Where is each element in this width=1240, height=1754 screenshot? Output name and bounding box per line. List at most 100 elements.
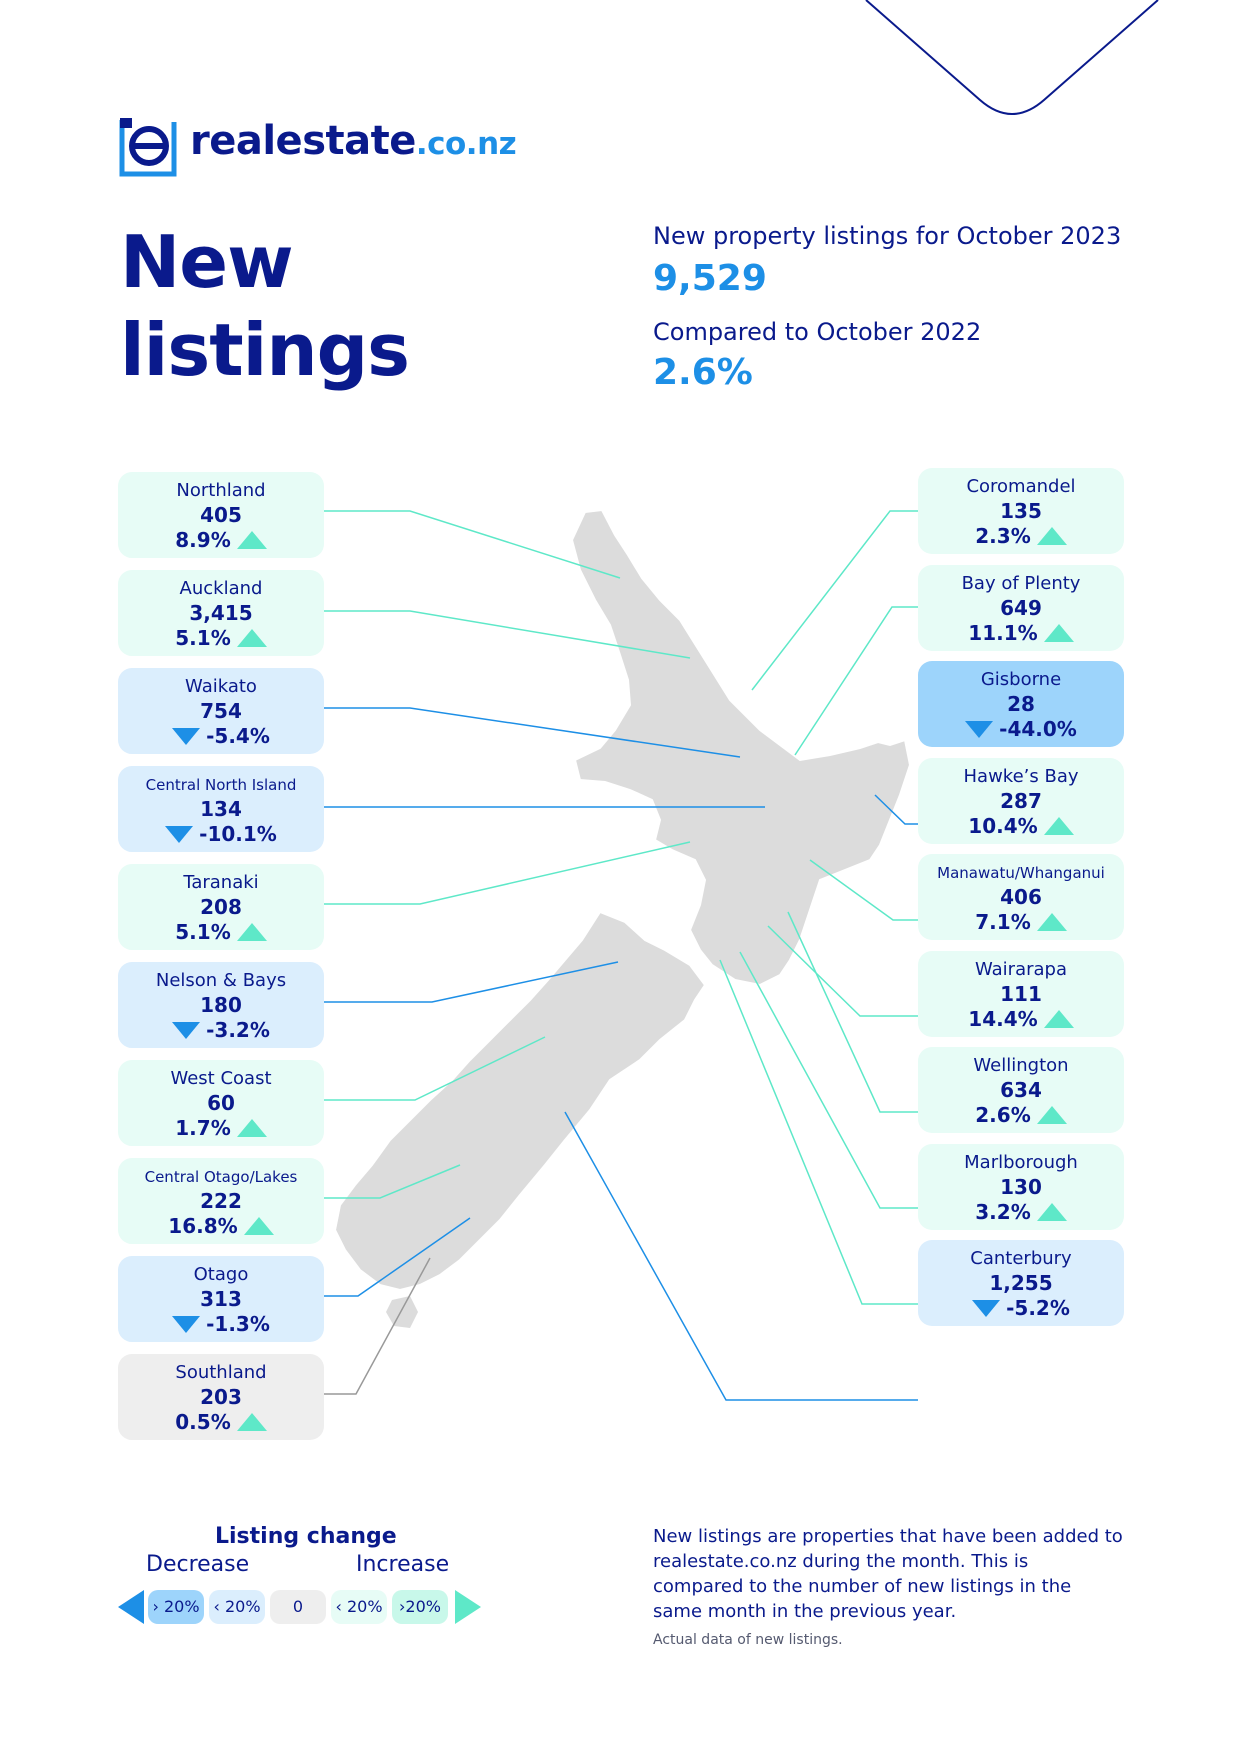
region-card-central-otago-lakes: Central Otago/Lakes 222 16.8% xyxy=(118,1158,324,1244)
region-name: Gisborne xyxy=(980,669,1062,690)
decrease-arrow-icon xyxy=(118,1590,144,1624)
region-card-northland: Northland 405 8.9% xyxy=(118,472,324,558)
triangle-up-icon xyxy=(1043,816,1074,835)
region-change-value: 8.9% xyxy=(175,528,231,552)
listings-value: 9,529 xyxy=(653,258,767,299)
triangle-down-icon xyxy=(172,1315,201,1333)
region-name: Southland xyxy=(175,1362,267,1383)
triangle-up-icon xyxy=(1036,1106,1067,1124)
region-change-value: -3.2% xyxy=(206,1018,270,1042)
triangle-down-icon xyxy=(972,1299,1001,1317)
region-name: Nelson & Bays xyxy=(155,970,287,991)
region-change-value: 1.7% xyxy=(175,1116,231,1140)
legend-pill-decrease: ‹ 20% xyxy=(209,1590,265,1624)
region-change: -44.0% xyxy=(918,716,1124,742)
region-name: Marlborough xyxy=(964,1151,1078,1173)
region-name: Otago xyxy=(193,1264,249,1285)
region-change-value: -5.4% xyxy=(206,724,270,748)
region-card-wairarapa: Wairarapa 111 14.4% xyxy=(918,950,1124,1037)
region-count: 634 xyxy=(1000,1078,1042,1102)
triangle-down-icon xyxy=(172,1021,201,1039)
region-change: 3.2% xyxy=(918,1199,1124,1225)
region-change-value: 14.4% xyxy=(968,1006,1038,1031)
region-change: -5.2% xyxy=(918,1295,1124,1321)
brand-tld: .co.nz xyxy=(415,126,517,162)
region-name: Central Otago/Lakes xyxy=(144,1168,298,1186)
region-card-marlborough: Marlborough 130 3.2% xyxy=(918,1143,1124,1230)
legend-increase-label: Increase xyxy=(356,1552,450,1577)
triangle-up-icon xyxy=(1036,913,1067,931)
page-title: New listings xyxy=(120,218,410,394)
region-change-value: -44.0% xyxy=(999,717,1077,741)
region-name: Wairarapa xyxy=(975,958,1067,980)
region-count: 60 xyxy=(207,1091,235,1115)
region-count: 754 xyxy=(200,699,242,723)
title-line-2: listings xyxy=(120,308,410,392)
region-change-value: 0.5% xyxy=(175,1410,231,1434)
region-name: Central North Island xyxy=(145,776,297,794)
region-card-bay-of-plenty: Bay of Plenty 649 11.1% xyxy=(918,564,1124,651)
region-change: 5.1% xyxy=(118,919,324,945)
region-change-value: 5.1% xyxy=(175,920,231,944)
region-card-southland: Southland 203 0.5% xyxy=(118,1354,324,1440)
listings-label: New property listings for October 2023 xyxy=(653,222,1122,250)
triangle-up-icon xyxy=(1043,623,1074,642)
region-count: 313 xyxy=(200,1287,242,1311)
legend-pill-strong-decrease: › 20% xyxy=(148,1590,204,1624)
region-card-central-north-island: Central North Island 134 -10.1% xyxy=(118,766,324,852)
triangle-up-icon xyxy=(1036,1202,1067,1221)
footnote: Actual data of new listings. xyxy=(653,1632,843,1648)
region-card-waikato: Waikato 754 -5.4% xyxy=(118,668,324,754)
region-change: -10.1% xyxy=(118,821,324,847)
region-card-manawatu-whanganui: Manawatu/Whanganui 406 7.1% xyxy=(918,854,1124,940)
region-count: 405 xyxy=(200,503,242,527)
region-name: Coromandel xyxy=(966,476,1076,497)
region-count: 649 xyxy=(1000,595,1042,620)
region-count: 28 xyxy=(1007,692,1035,716)
legend-decrease-label: Decrease xyxy=(146,1552,250,1577)
region-name: Waikato xyxy=(185,676,257,697)
triangle-up-icon xyxy=(236,1119,267,1137)
triangle-up-icon xyxy=(236,629,267,647)
region-count: 134 xyxy=(200,797,242,821)
region-change: -5.4% xyxy=(118,723,324,749)
legend-pill-strong-increase: ›20% xyxy=(392,1590,448,1624)
triangle-up-icon xyxy=(243,1217,274,1235)
triangle-down-icon xyxy=(172,727,201,745)
region-change: 1.7% xyxy=(118,1115,324,1141)
region-change: 16.8% xyxy=(118,1213,324,1239)
region-name: Manawatu/Whanganui xyxy=(937,864,1105,882)
region-name: Hawke’s Bay xyxy=(963,765,1079,787)
region-change: 8.9% xyxy=(118,527,324,553)
compare-label: Compared to October 2022 xyxy=(653,318,982,346)
title-line-1: New xyxy=(120,220,294,304)
region-card-wellington: Wellington 634 2.6% xyxy=(918,1047,1124,1133)
region-card-gisborne: Gisborne 28 -44.0% xyxy=(918,661,1124,747)
region-count: 287 xyxy=(1000,788,1042,813)
region-count: 406 xyxy=(1000,885,1042,909)
region-card-otago: Otago 313 -1.3% xyxy=(118,1256,324,1342)
region-card-nelson-bays: Nelson & Bays 180 -3.2% xyxy=(118,962,324,1048)
region-change-value: 16.8% xyxy=(168,1214,238,1238)
region-name: Wellington xyxy=(973,1055,1069,1076)
logo-icon xyxy=(119,118,177,177)
legend-title: Listing change xyxy=(215,1524,397,1549)
triangle-down-icon xyxy=(165,825,194,843)
compare-value: 2.6% xyxy=(653,352,753,393)
region-count: 3,415 xyxy=(189,601,253,625)
region-count: 1,255 xyxy=(989,1271,1053,1295)
region-count: 111 xyxy=(1000,981,1042,1006)
region-count: 222 xyxy=(200,1189,242,1213)
region-change-value: 10.4% xyxy=(968,813,1038,838)
triangle-up-icon xyxy=(1043,1009,1074,1028)
region-name: Canterbury xyxy=(970,1248,1072,1269)
region-change-value: -10.1% xyxy=(199,822,277,846)
region-count: 208 xyxy=(200,895,242,919)
region-change: -3.2% xyxy=(118,1017,324,1043)
region-change: 5.1% xyxy=(118,625,324,651)
region-change: 11.1% xyxy=(918,620,1124,646)
region-card-canterbury: Canterbury 1,255 -5.2% xyxy=(918,1240,1124,1326)
region-change: 14.4% xyxy=(918,1006,1124,1032)
triangle-down-icon xyxy=(965,720,994,738)
